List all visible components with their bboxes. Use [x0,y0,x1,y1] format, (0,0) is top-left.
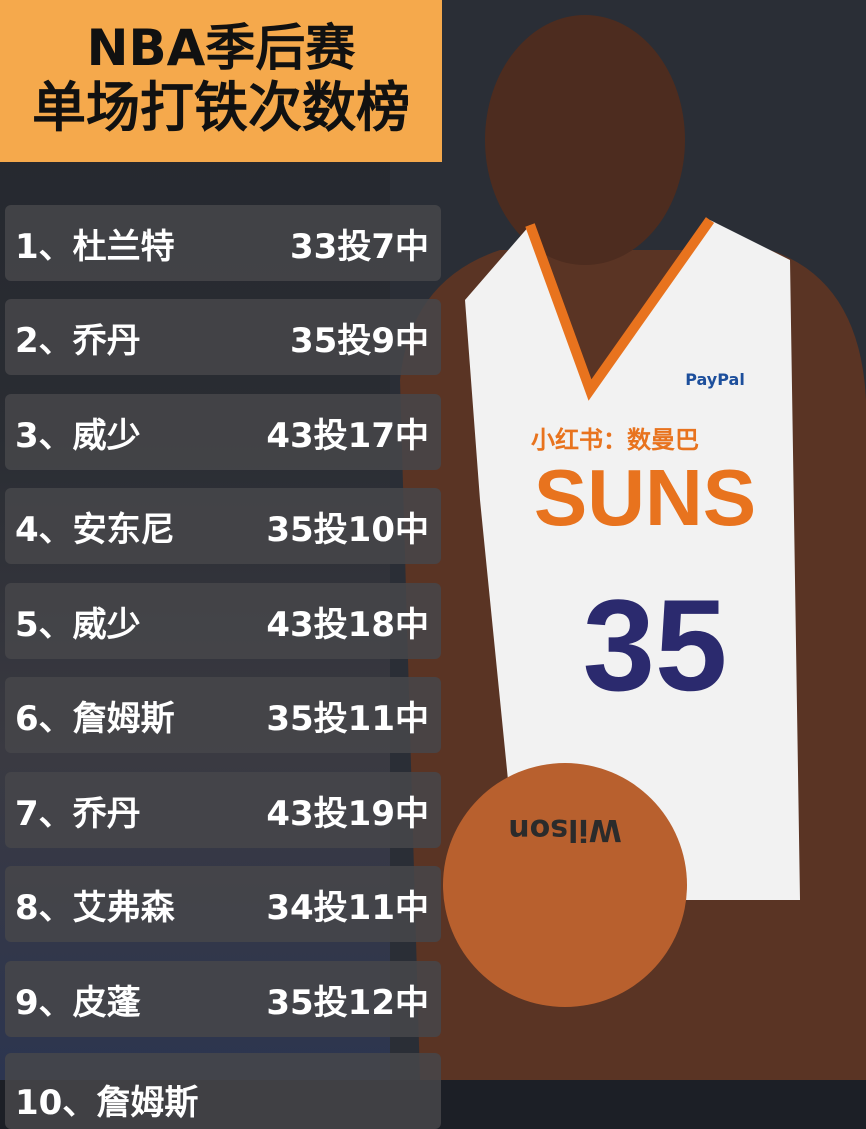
ranking-row: 1、杜兰特 33投7中 [5,205,441,281]
rank-name: 8、艾弗森 [15,887,175,928]
shot-stat: 35投10中 [266,509,429,550]
title-line-2: 单场打铁次数榜 [32,76,410,139]
jersey-number-text: 35 [583,572,728,718]
shot-stat: 43投19中 [266,793,429,834]
rank-name: 5、威少 [15,604,141,645]
rank-name: 6、詹姆斯 [15,698,175,739]
player-photo: SUNS 35 小红书：数曼巴 PayPal Wilson [390,0,866,1080]
shot-stat: 35投12中 [266,982,429,1023]
rank-name: 7、乔丹 [15,793,141,834]
ranking-row: 5、威少 43投18中 [5,583,441,659]
ranking-row: 6、詹姆斯 35投11中 [5,677,441,753]
rank-name: 3、威少 [15,415,141,456]
rank-name: 4、安东尼 [15,509,175,550]
rank-name: 2、乔丹 [15,320,141,361]
shot-stat: 43投17中 [266,415,429,456]
shot-stat: 33投7中 [290,226,429,267]
page-title: NBA季后赛 单场打铁次数榜 [0,0,442,162]
ranking-row: 9、皮蓬 35投12中 [5,961,441,1037]
shot-stat: 35投11中 [266,698,429,739]
ranking-row: 3、威少 43投17中 [5,394,441,470]
shot-stat: 35投9中 [290,320,429,361]
ranking-row: 7、乔丹 43投19中 [5,772,441,848]
rank-name: 10、詹姆斯 [15,1083,199,1123]
watermark-text: 小红书：数曼巴 [531,426,699,454]
shot-stat: 43投18中 [266,604,429,645]
rank-name: 1、杜兰特 [15,226,175,267]
ball-brand-text: Wilson [508,812,621,847]
shot-stat: 34投11中 [266,887,429,928]
ranking-row: 4、安东尼 35投10中 [5,488,441,564]
sponsor-text: PayPal [685,370,745,389]
rank-name: 9、皮蓬 [15,982,141,1023]
ranking-row: 2、乔丹 35投9中 [5,299,441,375]
ranking-row: 10、詹姆斯 [5,1053,441,1129]
title-line-1: NBA季后赛 [86,19,356,77]
jersey-team-text: SUNS [534,453,756,542]
ranking-row: 8、艾弗森 34投11中 [5,866,441,942]
